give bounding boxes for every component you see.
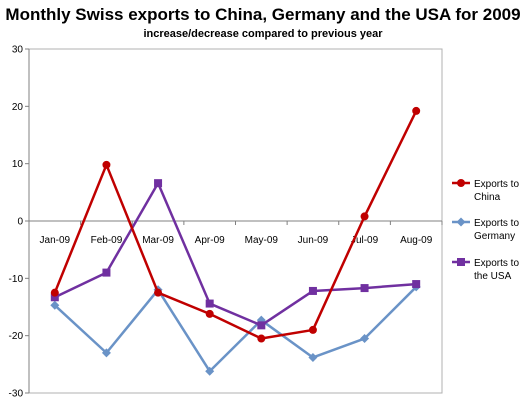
data-point <box>257 321 266 330</box>
legend-label: Exports to <box>474 179 519 190</box>
y-tick-label: 10 <box>12 159 24 170</box>
y-tick-label: -20 <box>9 331 24 342</box>
legend-label: China <box>474 192 501 203</box>
y-tick-label: 20 <box>12 102 24 113</box>
series-line <box>53 110 418 340</box>
data-point <box>412 280 421 289</box>
chart-subtitle: increase/decrease compared to previous y… <box>143 28 383 40</box>
series-exports-to-china <box>50 106 421 343</box>
legend-entry: Exports to China <box>452 179 519 203</box>
y-tick-label: -30 <box>9 389 24 400</box>
x-tick-label: Apr-09 <box>195 235 225 246</box>
x-tick-label: Aug-09 <box>400 235 433 246</box>
y-tick-label: 30 <box>12 45 24 56</box>
data-point <box>360 284 369 293</box>
data-point <box>257 334 266 343</box>
series-line <box>53 286 418 373</box>
data-point <box>50 293 59 302</box>
data-point <box>101 348 111 358</box>
legend-entry: Exports to Germany <box>452 217 519 242</box>
chart-title: Monthly Swiss exports to China, Germany … <box>5 5 520 24</box>
series-layer <box>50 106 421 376</box>
data-point <box>50 300 60 310</box>
data-point <box>457 258 465 266</box>
x-tick-label: Feb-09 <box>91 235 123 246</box>
x-tick-label: Jun-09 <box>298 235 329 246</box>
data-point <box>360 334 370 344</box>
data-point <box>412 106 421 115</box>
x-tick-label: Jan-09 <box>40 235 71 246</box>
x-tick-label: Mar-09 <box>142 235 174 246</box>
data-point <box>154 179 163 188</box>
y-tick-label: 0 <box>17 217 23 228</box>
data-point <box>205 309 214 318</box>
y-tick-label: -10 <box>9 274 24 285</box>
data-point <box>102 160 111 169</box>
legend-entry: Exports to the USA <box>452 258 519 282</box>
axes: 30 20 10 0 -10 -20 -30 Jan-09 Feb-09 Mar-09 Apr-09… <box>9 45 443 400</box>
legend-label: Exports to <box>474 218 519 229</box>
data-point <box>308 352 318 362</box>
series-line <box>54 181 417 327</box>
legend-label: the USA <box>474 271 512 282</box>
data-point <box>456 217 466 227</box>
data-point <box>308 286 317 295</box>
data-point <box>308 325 317 334</box>
legend-label: Germany <box>474 231 515 242</box>
x-tick-label: Jul-09 <box>351 235 379 246</box>
series-exports-to-the-usa <box>50 179 421 330</box>
x-tick-label: May-09 <box>245 235 279 246</box>
data-point <box>102 268 111 277</box>
data-point <box>205 299 214 308</box>
data-point <box>154 288 163 297</box>
data-point <box>457 179 465 187</box>
data-point <box>50 288 59 297</box>
legend-label: Exports to <box>474 258 519 269</box>
series-exports-to-germany <box>50 282 421 376</box>
data-point <box>360 212 369 221</box>
data-point <box>205 366 215 376</box>
